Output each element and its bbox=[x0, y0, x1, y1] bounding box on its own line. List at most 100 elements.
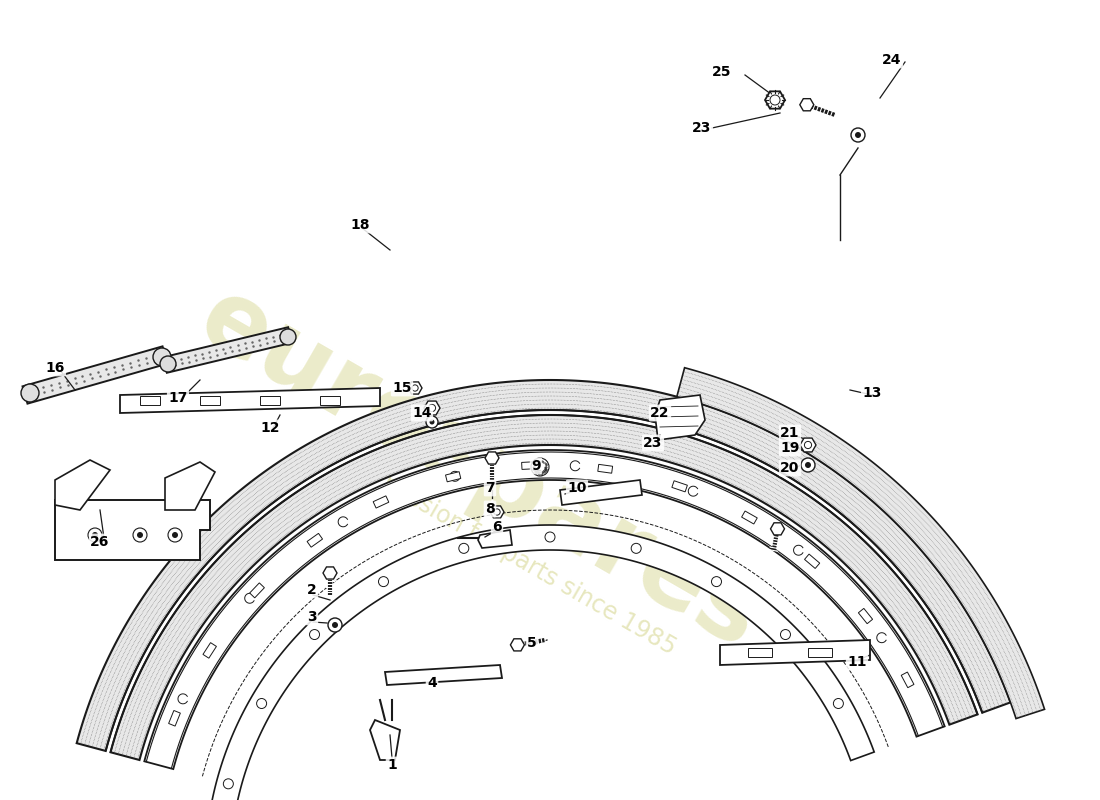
Circle shape bbox=[805, 462, 811, 468]
Polygon shape bbox=[478, 530, 512, 548]
Text: eurospares: eurospares bbox=[182, 270, 778, 670]
Polygon shape bbox=[307, 534, 322, 547]
Text: 14: 14 bbox=[412, 406, 431, 420]
Polygon shape bbox=[55, 460, 110, 510]
Circle shape bbox=[21, 384, 38, 402]
Polygon shape bbox=[120, 388, 380, 413]
Circle shape bbox=[804, 442, 812, 449]
Circle shape bbox=[256, 698, 266, 709]
Polygon shape bbox=[741, 511, 757, 524]
Circle shape bbox=[712, 577, 722, 586]
Polygon shape bbox=[260, 396, 280, 405]
Text: 10: 10 bbox=[568, 481, 586, 495]
Text: 2: 2 bbox=[307, 583, 317, 597]
Text: 15: 15 bbox=[393, 381, 411, 395]
Polygon shape bbox=[110, 415, 978, 760]
Circle shape bbox=[153, 348, 170, 366]
Polygon shape bbox=[800, 438, 816, 452]
Polygon shape bbox=[55, 500, 210, 560]
Polygon shape bbox=[521, 462, 536, 470]
Text: 7: 7 bbox=[485, 481, 495, 495]
Polygon shape bbox=[323, 567, 337, 579]
Text: 18: 18 bbox=[350, 218, 370, 232]
Polygon shape bbox=[770, 523, 784, 535]
Circle shape bbox=[88, 528, 102, 542]
Circle shape bbox=[851, 128, 865, 142]
Polygon shape bbox=[140, 396, 159, 405]
Text: 19: 19 bbox=[780, 441, 800, 455]
Circle shape bbox=[426, 416, 438, 428]
Polygon shape bbox=[370, 720, 400, 760]
Circle shape bbox=[429, 419, 434, 425]
Text: 4: 4 bbox=[427, 676, 437, 690]
Circle shape bbox=[770, 95, 780, 105]
Polygon shape bbox=[597, 464, 613, 474]
Polygon shape bbox=[163, 327, 292, 373]
Polygon shape bbox=[560, 480, 642, 505]
Polygon shape bbox=[676, 368, 1045, 718]
Circle shape bbox=[531, 458, 549, 476]
Polygon shape bbox=[77, 380, 1011, 751]
Text: 8: 8 bbox=[485, 502, 495, 516]
Polygon shape bbox=[720, 640, 870, 665]
Text: 13: 13 bbox=[862, 386, 882, 400]
Text: 9: 9 bbox=[531, 459, 541, 473]
Circle shape bbox=[801, 458, 815, 472]
Polygon shape bbox=[654, 395, 705, 440]
Polygon shape bbox=[485, 452, 499, 464]
Polygon shape bbox=[804, 554, 820, 569]
Polygon shape bbox=[408, 382, 422, 394]
Polygon shape bbox=[250, 583, 264, 598]
Text: 25: 25 bbox=[713, 65, 732, 79]
Circle shape bbox=[494, 509, 501, 515]
Polygon shape bbox=[204, 642, 217, 658]
Circle shape bbox=[160, 356, 176, 372]
Polygon shape bbox=[373, 496, 388, 508]
Polygon shape bbox=[144, 450, 945, 769]
Text: 23: 23 bbox=[644, 436, 662, 450]
Circle shape bbox=[138, 532, 143, 538]
Circle shape bbox=[855, 132, 861, 138]
Circle shape bbox=[172, 532, 178, 538]
Polygon shape bbox=[672, 481, 688, 492]
Text: 23: 23 bbox=[692, 121, 712, 135]
Text: 16: 16 bbox=[45, 361, 65, 375]
Circle shape bbox=[781, 630, 791, 639]
Text: 5: 5 bbox=[527, 636, 537, 650]
Polygon shape bbox=[800, 98, 814, 111]
Polygon shape bbox=[22, 346, 167, 404]
Text: 12: 12 bbox=[261, 421, 279, 435]
Text: 20: 20 bbox=[780, 461, 800, 475]
Text: 11: 11 bbox=[847, 655, 867, 669]
Circle shape bbox=[309, 630, 319, 639]
Text: 3: 3 bbox=[307, 610, 317, 624]
Circle shape bbox=[459, 543, 469, 554]
Text: 17: 17 bbox=[168, 391, 188, 405]
Circle shape bbox=[133, 528, 147, 542]
Text: 6: 6 bbox=[492, 520, 502, 534]
Polygon shape bbox=[764, 91, 785, 109]
Polygon shape bbox=[901, 672, 914, 688]
Polygon shape bbox=[200, 396, 220, 405]
Circle shape bbox=[428, 404, 436, 411]
Circle shape bbox=[411, 385, 418, 391]
Text: 1: 1 bbox=[387, 758, 397, 772]
Polygon shape bbox=[510, 638, 525, 651]
Polygon shape bbox=[446, 472, 461, 482]
Circle shape bbox=[834, 698, 844, 709]
Polygon shape bbox=[808, 648, 832, 657]
Circle shape bbox=[631, 543, 641, 554]
Polygon shape bbox=[168, 710, 180, 726]
Circle shape bbox=[378, 577, 388, 586]
Polygon shape bbox=[858, 608, 872, 624]
Text: 21: 21 bbox=[780, 426, 800, 440]
Circle shape bbox=[280, 329, 296, 345]
Text: 24: 24 bbox=[882, 53, 902, 67]
Polygon shape bbox=[320, 396, 340, 405]
Text: 22: 22 bbox=[650, 406, 670, 420]
Polygon shape bbox=[424, 401, 440, 415]
Circle shape bbox=[544, 532, 556, 542]
Circle shape bbox=[168, 528, 182, 542]
Polygon shape bbox=[165, 462, 214, 510]
Circle shape bbox=[328, 618, 342, 632]
